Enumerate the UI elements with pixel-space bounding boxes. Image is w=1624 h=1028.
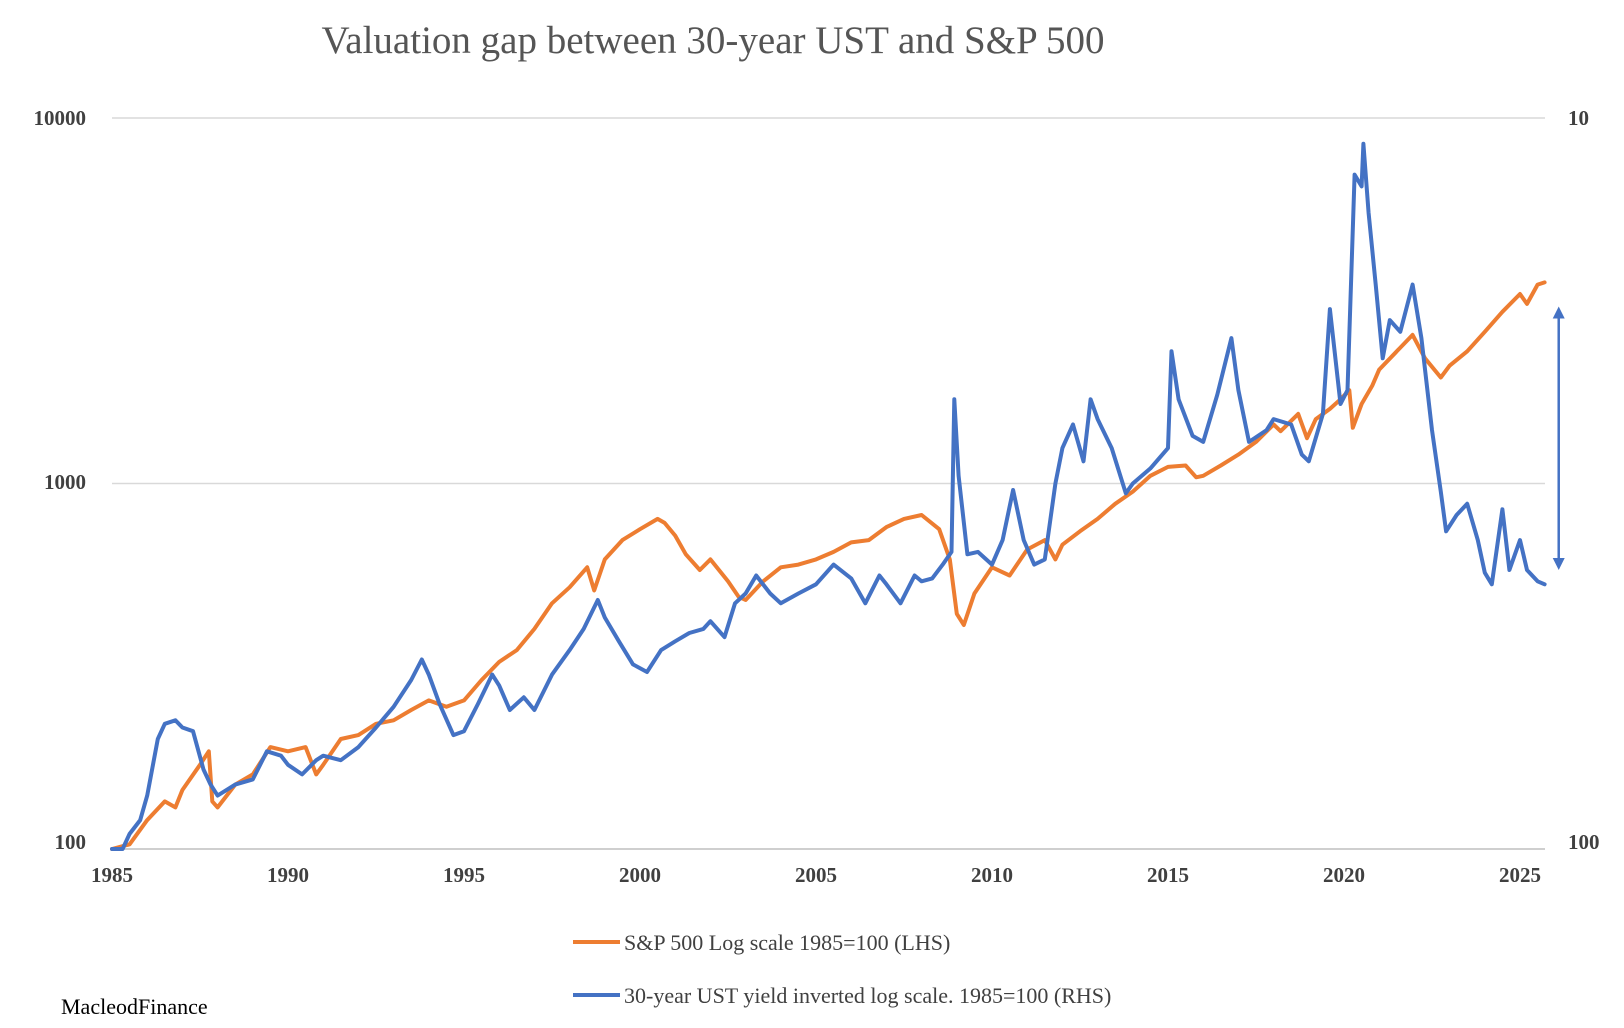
chart-title: Valuation gap between 30-year UST and S&…	[321, 19, 1104, 62]
right-tick-label: 10	[1568, 106, 1589, 130]
credit-label: MacleodFinance	[61, 994, 208, 1019]
x-tick-label: 2015	[1147, 863, 1189, 887]
x-tick-label: 1990	[267, 863, 309, 887]
right-axis-ticks: 100 10	[1568, 106, 1600, 854]
legend: S&P 500 Log scale 1985=100 (LHS) 30-year…	[573, 930, 1111, 1008]
gap-arrow-head-top	[1552, 306, 1565, 319]
left-tick-label: 100	[55, 830, 87, 854]
legend-label-ust: 30-year UST yield inverted log scale. 19…	[624, 983, 1111, 1008]
x-axis-ticks: 1985 1990 1995 2000 2005 2010 2015 2020 …	[91, 863, 1541, 887]
gap-arrow	[1552, 306, 1565, 570]
x-tick-label: 2005	[795, 863, 837, 887]
ust-yield-series-line	[110, 141, 1547, 851]
x-tick-label: 1995	[443, 863, 485, 887]
x-tick-label: 2020	[1323, 863, 1365, 887]
series-lines	[110, 141, 1547, 851]
x-tick-label: 1985	[91, 863, 133, 887]
x-tick-label: 2000	[619, 863, 661, 887]
legend-label-sp500: S&P 500 Log scale 1985=100 (LHS)	[624, 930, 950, 955]
gridlines	[112, 117, 1545, 850]
sp500-series-line	[110, 280, 1547, 851]
x-tick-label: 2010	[971, 863, 1013, 887]
left-tick-label: 10000	[34, 106, 87, 130]
gap-arrow-head-bottom	[1552, 557, 1565, 570]
left-axis-ticks: 100 1000 10000	[34, 106, 87, 854]
left-tick-label: 1000	[44, 470, 86, 494]
right-tick-label: 100	[1568, 830, 1600, 854]
x-tick-label: 2025	[1499, 863, 1541, 887]
